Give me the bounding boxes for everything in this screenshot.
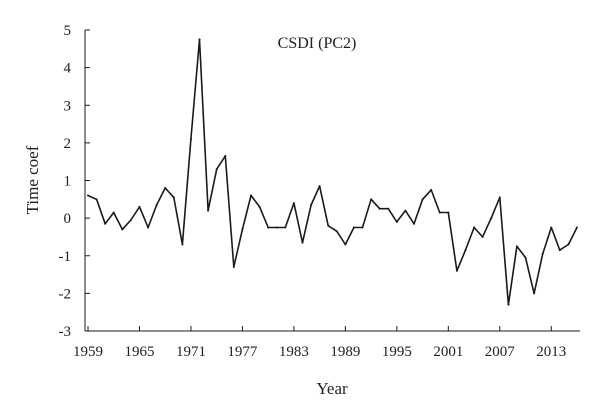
data-point [181,243,184,246]
x-tick-label: 1971 [176,344,206,360]
data-point [481,235,484,238]
x-tick-label: 1977 [227,344,258,360]
data-point [318,185,321,188]
data-point [258,205,261,208]
data-point [335,230,338,233]
y-tick-label: 0 [64,211,72,227]
x-tick-label: 2007 [485,344,516,360]
y-tick-label: -3 [59,324,72,340]
x-tick-label: 1983 [279,344,309,360]
data-point [164,187,167,190]
data-point [147,226,150,229]
data-point [533,292,536,295]
data-point [541,252,544,255]
data-point [129,219,132,222]
data-point [370,198,373,201]
data-point [275,226,278,229]
x-tick-label: 2013 [536,344,566,360]
data-point [104,222,107,225]
data-point [455,269,458,272]
series-line [87,38,578,306]
x-tick-label: 1965 [124,344,154,360]
data-point [250,194,252,197]
data-point [395,220,398,223]
data-points [87,38,578,306]
data-point [267,226,270,229]
data-point [576,226,578,229]
y-tick-label: 3 [64,98,72,114]
y-axis-title: Time coef [23,145,42,214]
data-point [438,211,441,214]
data-point [378,207,381,210]
y-tick-label: -1 [59,249,72,265]
data-point [550,226,553,229]
data-point [344,243,347,246]
data-point [421,198,424,201]
data-point [430,188,433,191]
data-point [498,196,501,199]
x-tick-label: 1995 [382,344,412,360]
data-point [558,249,561,252]
x-ticks: 1959 1965 1971 1977 1983 1989 1995 2001 2007 2013 [73,326,566,360]
data-point [207,209,210,212]
chart-title: CSDI (PC2) [278,35,357,52]
data-point [121,228,124,231]
y-tick-label: 4 [64,61,72,77]
data-point [413,222,415,225]
y-tick-label: 2 [64,136,72,152]
data-point [524,256,527,259]
data-point [404,209,407,212]
x-tick-label: 2001 [433,344,463,360]
data-point [327,224,330,227]
x-axis-title: Year [316,379,348,398]
data-point [232,266,235,269]
data-point [138,205,141,208]
data-point [224,155,227,158]
data-point [112,211,115,214]
y-tick-label: -2 [59,286,72,302]
data-point [198,38,201,41]
data-point [215,168,218,171]
data-point [361,226,364,229]
y-tick-label: 5 [64,23,72,39]
data-point [284,226,287,229]
data-point [464,249,467,252]
x-tick-label: 1959 [73,344,103,360]
data-point [241,228,244,231]
data-point [387,207,390,210]
data-point [87,194,89,197]
y-tick-label: 1 [64,174,72,190]
data-point [310,203,313,206]
data-point [447,211,450,214]
data-point [473,226,476,229]
data-point [567,243,570,246]
data-point [515,245,518,248]
data-point [490,217,493,220]
data-point [352,226,355,229]
data-point [155,203,158,206]
data-point [301,241,304,244]
data-point [507,303,510,306]
data-point [95,198,98,201]
y-ticks: -3 -2 -1 0 1 2 3 4 5 [59,23,90,340]
data-point [172,196,175,199]
x-tick-label: 1989 [330,344,360,360]
data-point [189,138,192,141]
data-point [292,202,295,205]
